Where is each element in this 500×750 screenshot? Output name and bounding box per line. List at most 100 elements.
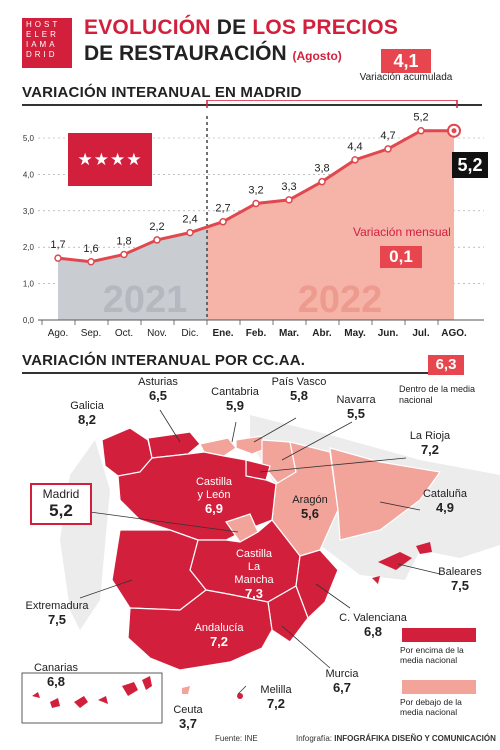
label-cataluna: Cataluña 4,9: [412, 488, 478, 514]
region-pais-vasco: [235, 435, 269, 455]
data-label: 2,4: [182, 214, 197, 226]
region-baleares: [372, 542, 432, 584]
data-label: 4,7: [380, 130, 395, 142]
label-ceuta: Ceuta 3,7: [166, 704, 210, 730]
leader-cantabria: [231, 421, 237, 443]
leader-asturias: [159, 409, 181, 443]
region-value: 7,5: [450, 578, 470, 593]
credit-prefix: Infografía:: [296, 734, 333, 743]
region-name: Navarra: [336, 394, 376, 406]
leader-murcia: [281, 625, 331, 669]
region-name: Cataluña: [422, 488, 468, 500]
label-extremadura: Extremadura 7,5: [22, 600, 92, 626]
label-murcia: Murcia 6,7: [314, 668, 370, 694]
leader-rioja: [259, 457, 407, 473]
source-text: Fuente: INE: [215, 734, 258, 743]
title-word: EVOLUCIÓN: [84, 16, 211, 39]
national-label: Dentro de la media nacional: [399, 384, 476, 405]
x-tick-label: Ene.: [212, 328, 233, 339]
legend-label-below: Por debajo de la media nacional: [400, 697, 462, 717]
label-rioja: La Rioja 7,2: [398, 430, 462, 456]
accumulated-label: Variación acumulada: [359, 72, 453, 83]
y-tick-label: 4,0: [23, 170, 35, 179]
x-tick-label: Jul.: [412, 328, 429, 339]
title-line2-text: DE RESTAURACIÓN: [84, 42, 287, 65]
region-value: 8,2: [77, 412, 97, 427]
spain-map: [21, 409, 500, 724]
section-title-madrid: VARIACIÓN INTERANUAL EN MADRID: [22, 84, 302, 101]
region-name: Galicia: [70, 400, 104, 412]
region-name: Canarias: [33, 662, 79, 674]
data-point: [54, 254, 62, 262]
region-value: 6,7: [332, 680, 352, 695]
label-asturias: Asturias 6,5: [128, 376, 188, 402]
national-value: 6,3: [435, 356, 457, 373]
page-title-line2: DE RESTAURACIÓN (Agosto): [84, 42, 342, 66]
data-label: 1,6: [83, 243, 98, 255]
region-value: 6,5: [148, 388, 168, 403]
leader-navarra: [281, 421, 353, 461]
region-value: 7,5: [47, 612, 67, 627]
section-rule: [22, 372, 432, 374]
data-label: 2,2: [149, 221, 164, 233]
x-tick-label: Ago.: [48, 328, 69, 339]
page-title: EVOLUCIÓN DE LOS PRECIOS: [84, 16, 398, 40]
region-value: 7,3: [244, 586, 264, 601]
flag-stars-icon: ★★★★: [77, 150, 143, 169]
monthly-value-box: 0,1: [380, 246, 422, 268]
data-label: 1,8: [116, 235, 131, 247]
region-ceuta: [182, 686, 190, 694]
x-tick-label: Feb.: [246, 328, 267, 339]
x-tick-label: Jun.: [378, 328, 399, 339]
region-value: 5,2: [49, 501, 73, 520]
canarias-frame: [21, 672, 163, 724]
data-label: 3,2: [248, 185, 263, 197]
region-cataluna: [329, 447, 442, 541]
credit-text: Infografía: INFOGRÁFIKA DISEÑO Y COMUNIC…: [296, 734, 496, 743]
data-point: [285, 196, 293, 204]
y-tick-label: 1,0: [23, 280, 35, 289]
label-cantabria: Cantabria 5,9: [204, 386, 266, 412]
region-canarias: [32, 676, 152, 708]
legend-swatch-below: [402, 680, 476, 694]
leader-pais-vasco: [253, 417, 297, 443]
data-point: [120, 250, 128, 259]
madrid-flag: ★★★★: [68, 133, 152, 186]
title-note: (Agosto): [292, 49, 342, 63]
label-castilla-leon: Castilla y León 6,9: [184, 476, 244, 515]
region-value: 7,2: [209, 634, 229, 649]
madrid-chart: 2021 2022 1,7 1,6 1,8 2,2 2,4 2,7 3,2 3,3 3,8 4,4 4…: [23, 100, 484, 339]
x-tick-label: Mar.: [279, 328, 299, 339]
data-point: [384, 145, 392, 153]
national-value-box: 6,3: [428, 355, 464, 375]
area-2021: [58, 227, 207, 320]
leader-cataluna: [379, 501, 421, 511]
region-value: 6,8: [46, 674, 66, 689]
region-name: Castilla La Mancha: [234, 548, 274, 586]
data-point-center: [451, 128, 457, 134]
region-value: 5,5: [346, 406, 366, 421]
label-aragon: Aragón 5,6: [282, 494, 338, 520]
region-name: La Rioja: [409, 430, 451, 442]
legend-swatch-above: [402, 628, 476, 642]
y-tick-label: 2,0: [23, 243, 35, 252]
title-word: DE: [216, 16, 247, 39]
data-point: [318, 177, 326, 186]
region-name: Madrid: [42, 487, 80, 501]
region-name: Baleares: [438, 566, 482, 578]
credit-name: INFOGRÁFIKA DISEÑO Y COMUNICACIÓN: [334, 734, 496, 743]
region-name: Castilla y León: [195, 476, 233, 501]
label-baleares: Baleares 7,5: [432, 566, 488, 592]
logo-line: IAMA: [26, 40, 58, 49]
data-label: 5,2: [413, 112, 428, 124]
region-value: 3,7: [178, 716, 198, 731]
data-point: [153, 236, 161, 244]
data-point: [417, 126, 425, 135]
data-point: [252, 199, 260, 208]
label-canarias: Canarias 6,8: [26, 662, 86, 688]
leader-baleares: [397, 563, 441, 575]
year-label-2022: 2022: [298, 279, 383, 321]
label-melilla: Melilla 7,2: [250, 684, 302, 710]
data-label: 4,4: [347, 141, 362, 153]
region-name: C. Valenciana: [339, 612, 407, 624]
